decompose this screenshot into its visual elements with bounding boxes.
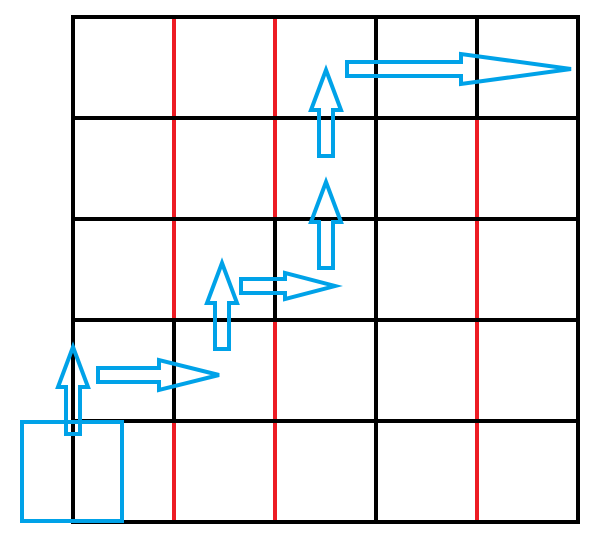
up-arrow <box>55 341 91 436</box>
path-arrows <box>20 51 572 523</box>
right-arrow <box>345 51 572 87</box>
right-arrow <box>96 357 220 393</box>
right-arrow <box>239 270 343 302</box>
start-cell-square <box>20 420 124 523</box>
up-arrow <box>204 257 240 351</box>
up-arrow <box>308 64 344 158</box>
up-arrow <box>308 176 344 270</box>
red-lines <box>71 15 580 524</box>
